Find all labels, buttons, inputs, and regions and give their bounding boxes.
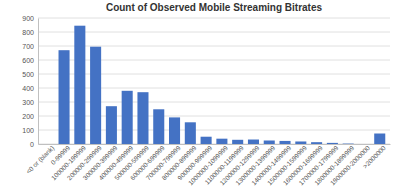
bar [185,122,196,144]
bar [327,143,338,144]
y-tick-label: 600 [22,57,34,64]
y-axis: 0 100 200 300 400 500 600 700 800 900 [22,15,38,148]
bar [311,142,322,144]
bar [216,139,227,144]
y-tick-label: 200 [22,113,34,120]
y-tick: 600 [22,57,34,64]
y-axis-line [38,19,39,145]
y-tick-label: 300 [22,99,34,106]
y-tick-label: 100 [22,127,34,134]
y-tick: 300 [22,99,34,106]
bar [137,92,148,144]
y-tick-label: 500 [22,71,34,78]
grid [38,18,390,144]
bar [280,141,291,144]
bar [59,50,70,144]
x-tick-label: >2000000 [361,144,387,170]
bar [201,137,212,144]
bar [232,140,243,144]
y-tick-label: 800 [22,29,34,36]
bar [153,109,164,144]
bar [248,140,259,144]
bar [74,26,85,144]
y-tick: 200 [22,113,34,120]
grid-line [38,32,390,33]
y-tick: 800 [22,29,34,36]
y-tick: 700 [22,43,34,50]
bar [106,106,117,144]
title: Count of Observed Mobile Streaming Bitra… [106,2,323,13]
bars [59,26,386,144]
y-tick: 500 [22,71,34,78]
y-tick-label: 700 [22,43,34,50]
bar [264,141,275,145]
y-tick: 100 [22,127,34,134]
y-tick: 400 [22,85,34,92]
x-axis-line [39,144,391,145]
grid-line [38,46,390,47]
bar [374,134,385,145]
y-tick: 0 [30,141,34,148]
bar [343,143,354,144]
chart: 0 100 200 300 400 500 600 700 800 900 <0 or (blank… [0,0,400,192]
plot: 0 100 200 300 400 500 600 700 800 900 <0 or (blank… [22,15,390,187]
bar [169,117,180,144]
x-axis: <0 or (blank)0-99999100000-199999200000-… [25,144,391,187]
bar [295,141,306,144]
bar [358,144,369,145]
y-tick-label: 0 [30,141,34,148]
x-tick: >2000000 [361,144,387,170]
bar [122,91,133,144]
y-tick-label: 900 [22,15,34,22]
y-tick: 900 [22,15,34,22]
bar [90,47,101,144]
y-tick-label: 400 [22,85,34,92]
bar [43,144,54,145]
grid-line [38,18,390,19]
